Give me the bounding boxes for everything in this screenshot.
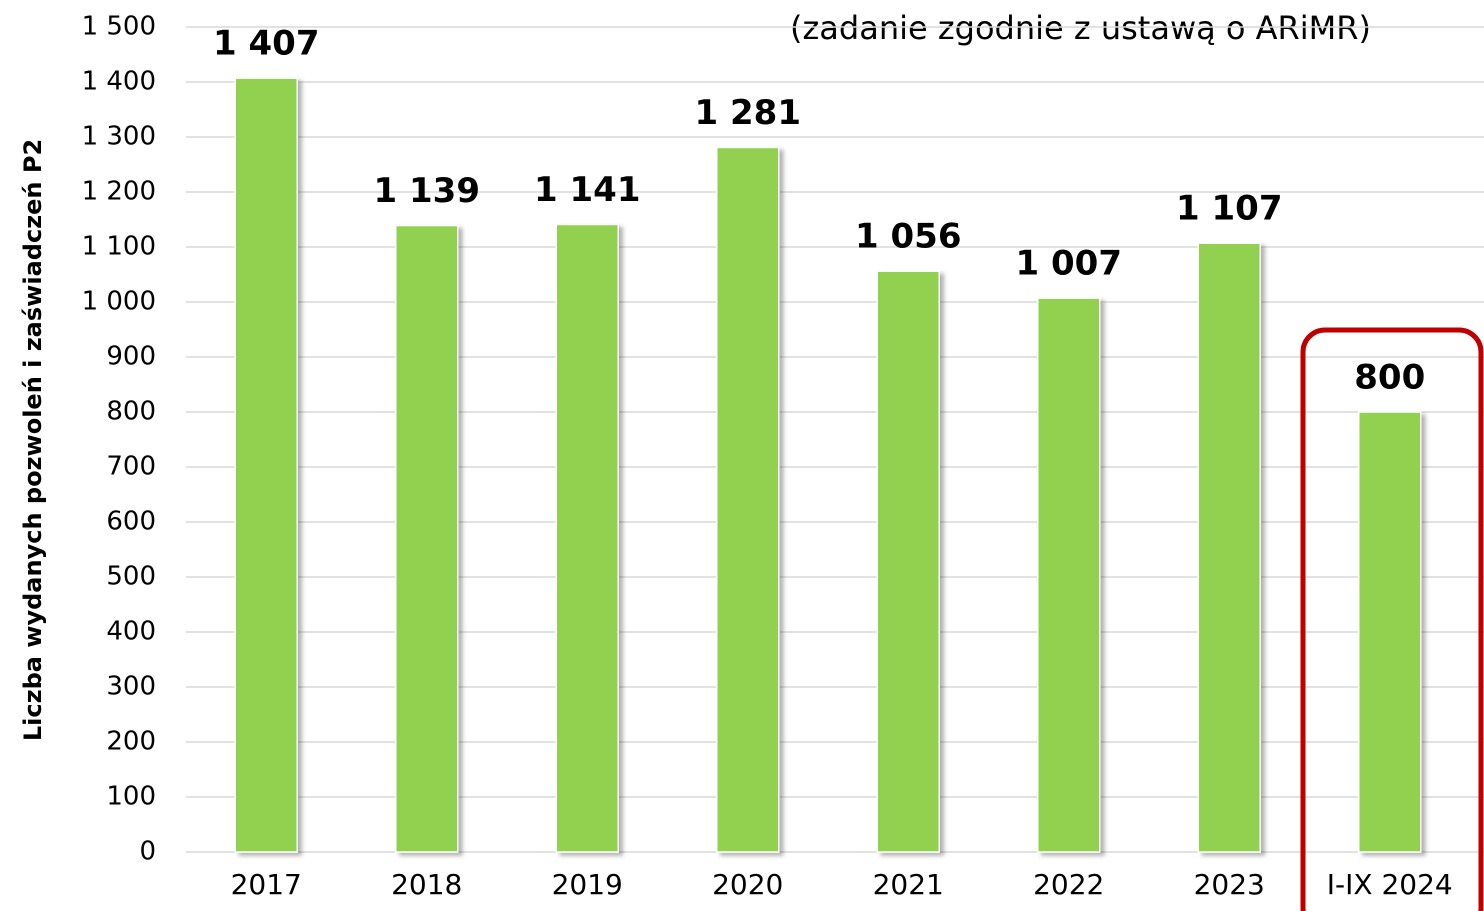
value-label: 1 141 [534, 170, 640, 210]
y-tick-label: 400 [106, 617, 156, 647]
y-tick-label: 1 300 [82, 122, 156, 152]
value-label: 1 107 [1176, 189, 1282, 229]
x-tick-label: 2017 [231, 868, 302, 901]
y-tick-label: 1 200 [82, 177, 156, 207]
x-tick-label: 2021 [873, 868, 944, 901]
value-label: 1 056 [855, 217, 961, 257]
x-tick-label: 2018 [391, 868, 462, 901]
y-tick-label: 1 100 [82, 232, 156, 262]
y-tick-label: 0 [139, 837, 156, 867]
y-tick-label: 100 [106, 782, 156, 812]
y-tick-label: 500 [106, 562, 156, 592]
y-axis-label: Liczba wydanych pozwoleń i zaświadczeń P… [19, 139, 47, 741]
bar [876, 270, 940, 853]
x-tick-label: 2023 [1194, 868, 1265, 901]
bar [1197, 242, 1261, 853]
value-label: 1 007 [1016, 244, 1122, 284]
y-tick-label: 300 [106, 672, 156, 702]
y-tick-label: 1 000 [82, 287, 156, 317]
highlight-box [1300, 327, 1484, 911]
y-tick-label: 1 400 [82, 67, 156, 97]
bar [395, 224, 459, 853]
x-tick-label: I-IX 2024 [1327, 868, 1453, 901]
y-tick-label: 600 [106, 507, 156, 537]
x-tick-label: 2020 [712, 868, 783, 901]
y-tick-label: 200 [106, 727, 156, 757]
y-tick-label: 900 [106, 342, 156, 372]
y-tick-label: 800 [106, 397, 156, 427]
subtitle: (zadanie zgodnie z ustawą o ARiMR) [790, 9, 1371, 47]
value-label: 1 139 [374, 171, 480, 211]
bar [716, 146, 780, 853]
bar [1358, 411, 1422, 853]
y-tick-label: 1 500 [82, 12, 156, 42]
bar [555, 223, 619, 853]
bar [234, 77, 298, 853]
x-tick-label: 2019 [552, 868, 623, 901]
y-tick-label: 700 [106, 452, 156, 482]
value-label: 1 407 [213, 24, 319, 64]
bar [1037, 297, 1101, 853]
x-tick-label: 2022 [1033, 868, 1104, 901]
value-label: 800 [1354, 358, 1425, 398]
value-label: 1 281 [695, 93, 801, 133]
